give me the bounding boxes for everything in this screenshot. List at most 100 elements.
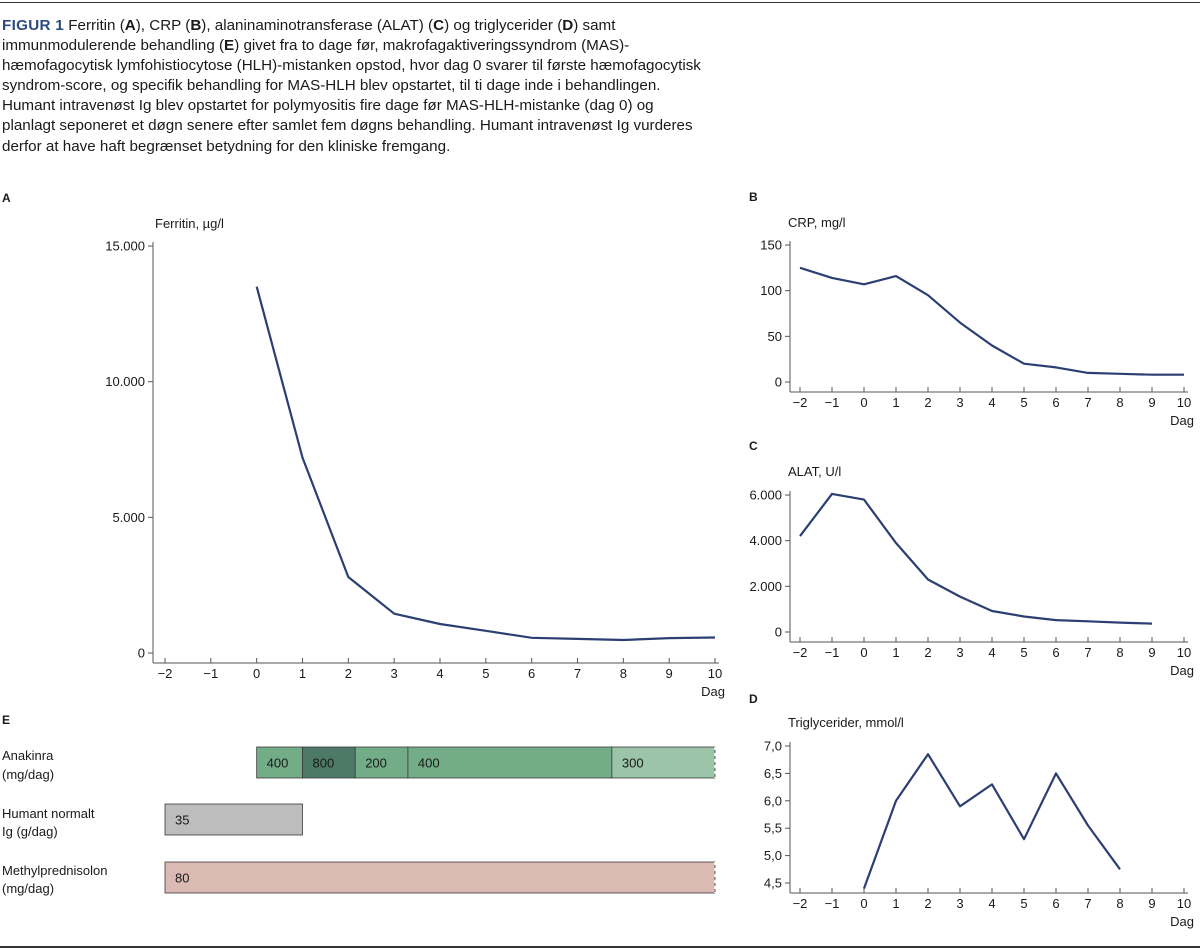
caption-fragment: ) og triglycerider ( [444,17,563,34]
x-tick-label: 8 [620,666,627,681]
x-tick-label: 7 [1084,645,1091,660]
x-tick-label: −2 [793,645,808,660]
x-tick-label: 5 [1020,645,1027,660]
dose-label: 80 [175,871,189,886]
caption-panel-ref: C [433,17,445,34]
panel-letter: C [749,439,758,453]
caption-fragment: ) samt immunmodulerende behandling ( [2,17,616,55]
x-tick-label: 7 [574,666,581,681]
chart-panel-a: A Ferritin, µg/l 0 5.000 10.000 15.000 −2 −1 0 1 2… [2,191,725,699]
series-line [255,286,716,642]
y-tick-label: 4,5 [764,876,782,891]
y-tick-label: 5,5 [764,821,782,836]
x-tick-label: −1 [825,395,840,410]
caption-text: Ferritin (A), CRP (B), alaninaminotransf… [2,17,701,155]
caption-fragment: Ferritin ( [64,17,125,34]
x-tick-label: 8 [1116,896,1123,911]
x-axis-title: Dag [1170,914,1194,929]
x-tick-label: 10 [1177,896,1191,911]
x-tick-label: −1 [203,666,218,681]
x-tick-label: 0 [860,645,867,660]
caption-panel-ref: D [562,17,574,34]
x-tick-label: 8 [1116,645,1123,660]
x-tick-label: 5 [1020,395,1027,410]
x-tick-label: 8 [1116,395,1123,410]
x-tick-label: 9 [1148,896,1155,911]
dose-bar [611,746,716,779]
x-tick-label: 0 [860,395,867,410]
y-tick-label: 5.000 [112,510,145,525]
y-tick-label: 6.000 [749,488,782,503]
x-tick-label: 3 [956,395,963,410]
y-tick-label: 50 [768,329,782,344]
series-line [799,492,1153,625]
row-label: Humant normalt [2,806,95,821]
figure-label: FIGUR 1 [2,17,65,34]
panel-letter: A [2,191,11,205]
bottom-rule [0,946,1200,948]
y-tick-label: 10.000 [105,374,145,389]
x-tick-label: 7 [1084,896,1091,911]
x-tick-label: 10 [1177,395,1191,410]
panel-letter: B [749,190,758,204]
series-line [799,266,1184,376]
caption-fragment: ) givet fra to dage før, makrofagaktiver… [2,37,701,155]
panel-letter: D [749,692,758,706]
y-axis-label: ALAT, U/l [788,464,841,479]
x-tick-label: 2 [924,896,931,911]
dose-label: 400 [418,756,440,771]
caption-panel-ref: E [224,37,235,55]
dose-label: 35 [175,813,189,828]
x-tick-label: 1 [892,896,899,911]
row-label: Anakinra [2,748,54,763]
dose-label: 400 [267,756,289,771]
panel-letter: E [2,713,10,727]
x-tick-label: 7 [1084,395,1091,410]
x-tick-label: 1 [892,645,899,660]
treatment-row: Methylprednisolon (mg/dag) 80 [2,861,716,896]
chart-panel-c: C ALAT, U/l 0 2.000 4.000 6.000 −2 −1 0 1 2 3 4 5 6 7 8 9… [749,439,1194,678]
y-axis-label: Triglycerider, mmol/l [788,715,904,730]
x-tick-label: 9 [666,666,673,681]
x-tick-label: 1 [892,395,899,410]
row-label: Methylprednisolon [2,863,108,878]
dose-label: 800 [313,756,335,771]
x-tick-label: −1 [825,645,840,660]
series-line [862,753,1121,889]
y-tick-label: 4.000 [749,533,782,548]
y-axis-label: CRP, mg/l [788,215,846,230]
x-tick-label: 0 [253,666,260,681]
y-tick-label: 6,0 [764,793,782,808]
chart-panel-e: E Anakinra (mg/dag) 400 800 200 400 300 Humant n… [2,713,716,896]
caption-panel-ref: A [124,17,136,34]
caption-panel-ref: B [190,17,202,34]
x-tick-label: 10 [1177,645,1191,660]
x-tick-label: 9 [1148,395,1155,410]
x-tick-label: −2 [793,896,808,911]
dose-bar [164,861,716,894]
caption-fragment: ), alaninaminotransferase (ALAT) ( [201,17,434,34]
x-tick-label: 6 [528,666,535,681]
x-tick-label: 1 [299,666,306,681]
x-tick-label: 2 [924,395,931,410]
dose-bar [256,746,303,779]
treatment-row: Anakinra (mg/dag) 400 800 200 400 300 [2,746,716,782]
x-tick-label: 3 [956,645,963,660]
dose-label: 200 [365,756,387,771]
x-tick-label: −2 [793,395,808,410]
row-label: (mg/dag) [2,767,54,782]
dose-bar [407,746,613,779]
x-tick-label: 5 [1020,896,1027,911]
x-tick-label: 4 [988,645,995,660]
x-tick-label: −1 [825,896,840,911]
chart-panel-b: B CRP, mg/l 0 50 100 150 −2 −1 0 1 2 3 4 5 6 7 8 9 10 Dag [749,190,1194,428]
y-tick-label: 0 [775,375,782,390]
top-rule [0,2,1200,3]
y-tick-label: 5,0 [764,848,782,863]
x-tick-label: 2 [924,645,931,660]
x-tick-label: 5 [482,666,489,681]
y-tick-label: 100 [760,283,782,298]
y-tick-label: 15.000 [105,239,145,254]
y-axis-label: Ferritin, µg/l [155,216,224,231]
